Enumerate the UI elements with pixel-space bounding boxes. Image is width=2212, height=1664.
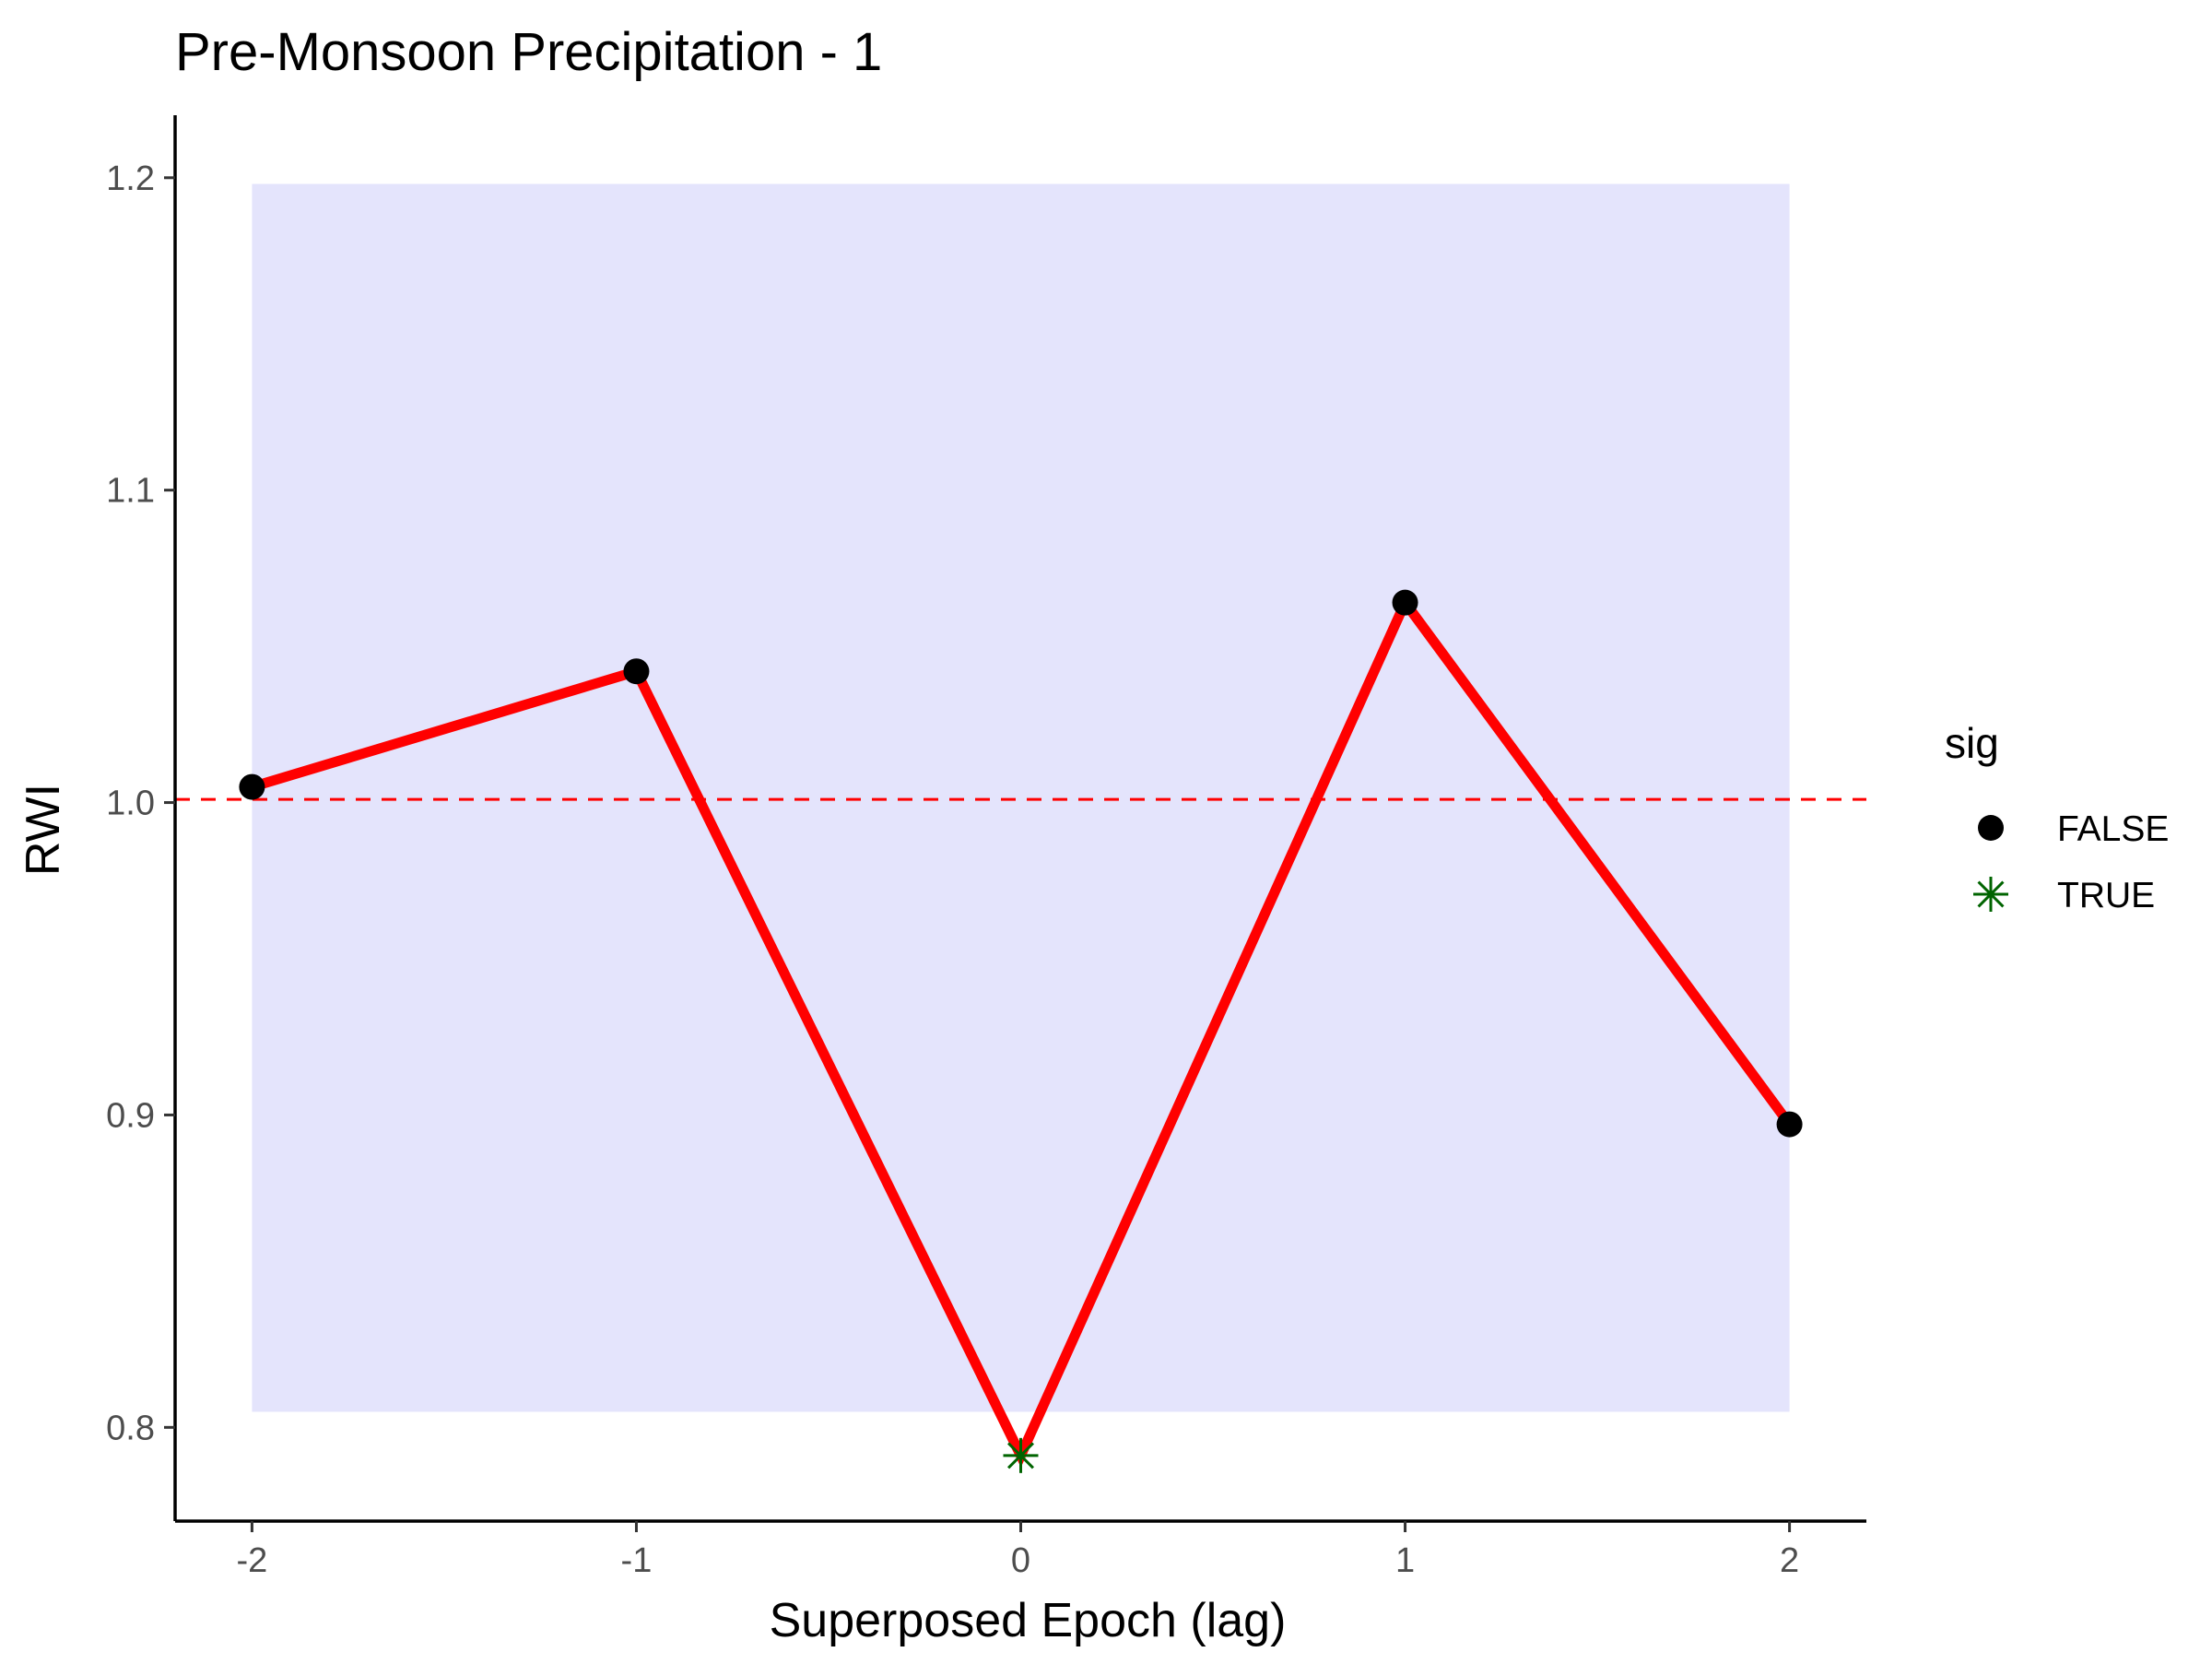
y-axis-title: RWI	[17, 784, 70, 876]
y-tick-label: 0.8	[106, 1409, 155, 1447]
legend: sig FALSE TRUE	[1945, 719, 2169, 915]
y-tick-label: 1.1	[106, 472, 155, 511]
y-tick-label: 1.2	[106, 159, 155, 198]
axes: 0.8 0.9 1.0 1.1 1.2 -2 -1 0 1 2	[106, 115, 1866, 1580]
confidence-band	[252, 183, 1790, 1412]
y-tick-label: 0.9	[106, 1096, 155, 1135]
legend-key-true	[1973, 877, 2008, 912]
legend-key-false	[1978, 815, 2004, 841]
data-point-sig-false	[623, 658, 650, 685]
x-tick-label: 2	[1780, 1541, 1799, 1580]
x-axis-title: Superposed Epoch (lag)	[770, 1594, 1287, 1647]
data-point-sig-false	[239, 773, 265, 800]
y-tick-label: 1.0	[106, 785, 155, 823]
data-point-sig-false	[1392, 589, 1418, 616]
legend-label: FALSE	[2057, 809, 2169, 849]
x-tick-label: 1	[1395, 1541, 1415, 1580]
legend-label: TRUE	[2057, 876, 2155, 915]
x-tick-label: -1	[621, 1541, 653, 1580]
data-point-sig-true	[1003, 1437, 1039, 1473]
points-layer	[239, 589, 1803, 1473]
x-tick-label: -2	[237, 1541, 268, 1580]
confidence-band-layer	[252, 183, 1790, 1412]
legend-title: sig	[1945, 719, 1999, 767]
chart-title: Pre-Monsoon Precipitation - 1	[175, 22, 882, 82]
data-point-sig-false	[1776, 1111, 1803, 1138]
x-tick-label: 0	[1011, 1541, 1030, 1580]
